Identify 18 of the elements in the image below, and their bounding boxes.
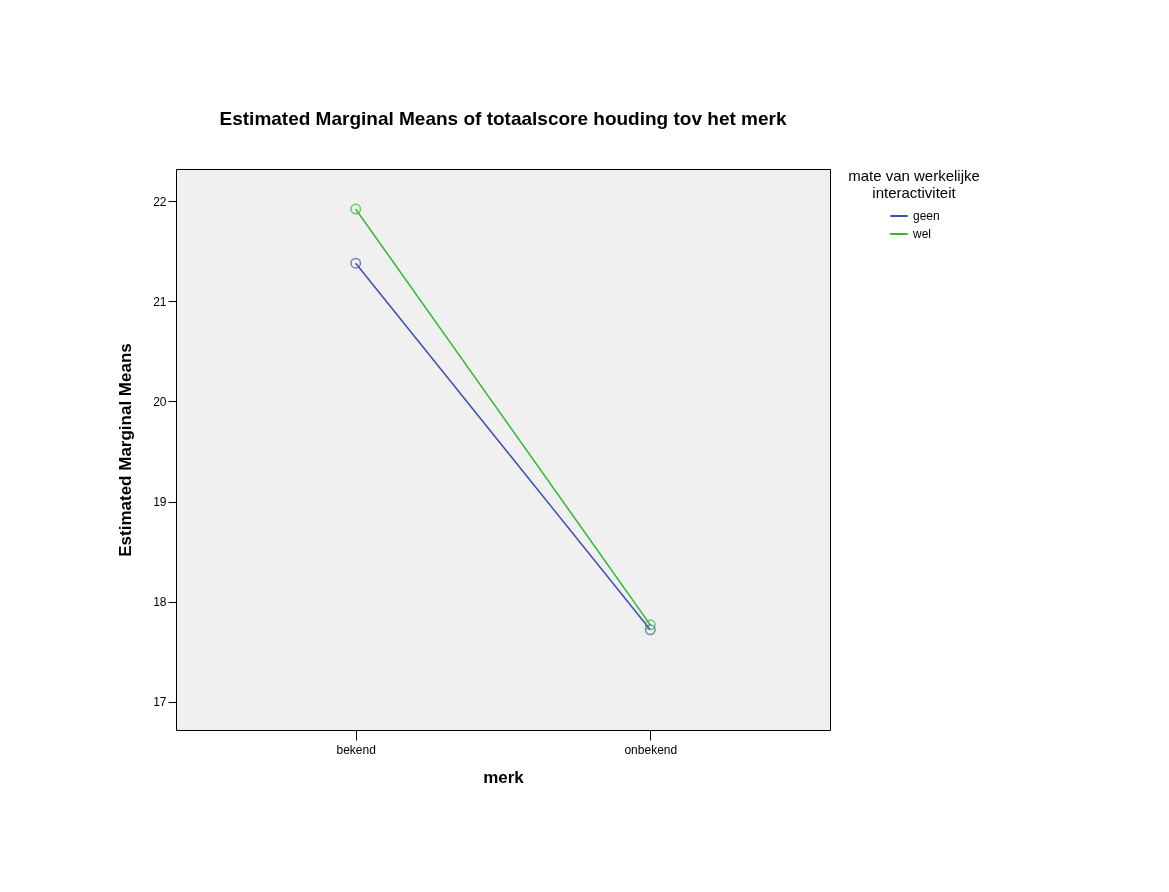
point xyxy=(644,624,656,636)
legend-label: geen xyxy=(913,209,940,223)
y-axis-title: Estimated Marginal Means xyxy=(116,343,136,557)
y-tick-label: 22 xyxy=(153,194,167,209)
y-tick-label: 20 xyxy=(153,394,167,409)
point xyxy=(350,203,362,215)
chart-title: Estimated Marginal Means of totaalscore houding tov het merk xyxy=(219,108,787,129)
y-tick-label: 21 xyxy=(153,294,167,309)
x-tick-label: onbekend xyxy=(624,742,678,757)
y-tick-label: 19 xyxy=(153,495,167,510)
point xyxy=(644,619,656,631)
legend-title: mate van werkelijke interactiviteit xyxy=(848,167,980,201)
y-tick-label: 18 xyxy=(153,595,167,610)
x-tick-label: bekend xyxy=(336,742,376,757)
y-tick-label: 17 xyxy=(153,695,167,710)
point xyxy=(350,257,362,269)
legend-label: wel xyxy=(912,227,932,241)
x-axis-title: merk xyxy=(483,767,525,787)
